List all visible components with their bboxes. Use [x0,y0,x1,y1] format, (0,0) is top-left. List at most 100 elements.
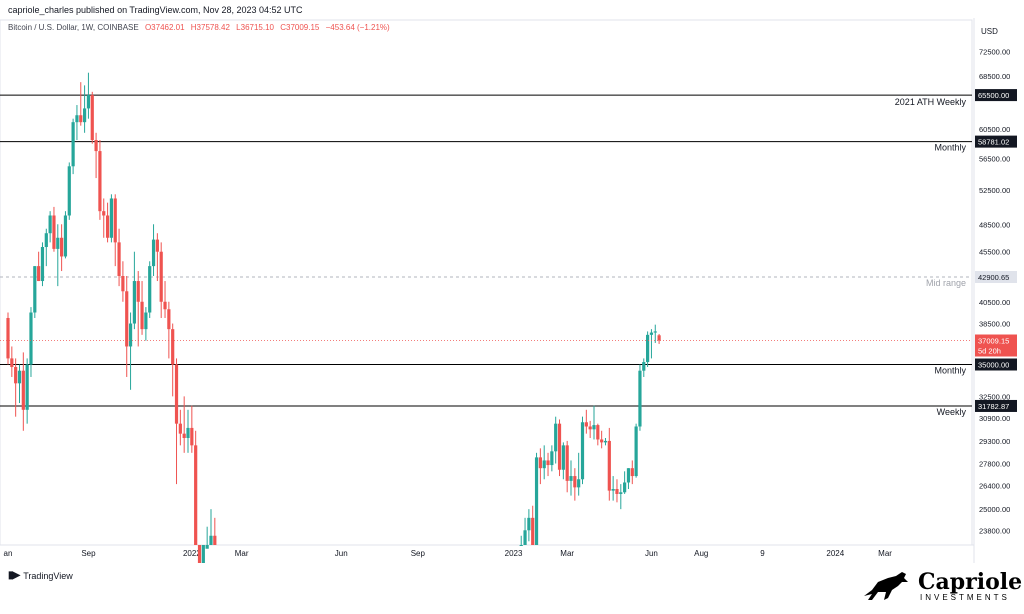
brand-subtitle: INVESTMENTS [920,592,1010,602]
level-price-tag: 65500.00 [978,91,1009,100]
candle-body [588,426,592,430]
x-tick-label: Sep [411,549,426,558]
tradingview-logo[interactable]: ▮▶ TradingView [8,570,73,581]
candle-body [56,237,60,249]
level-price-tag: 31782.87 [978,402,1009,411]
change-value: −453.64 (−1.21%) [325,23,390,32]
y-tick-label: 45500.00 [979,248,1010,257]
candle-body [205,545,209,549]
level-price-tag-bg [975,135,1017,148]
candle-body [67,166,71,216]
bull-icon [864,572,908,600]
y-tick-label: 25000.00 [979,505,1010,514]
level-price-tag-bg [975,358,1017,371]
candle-body [534,457,539,545]
candle-body [90,95,94,141]
last-price-tag-bg [975,334,1017,357]
candle-body [642,362,646,371]
candle-body [519,545,523,546]
level-note: Monthly [934,366,966,376]
y-tick-label: 38500.00 [979,320,1010,329]
candle-body [48,215,52,234]
candle-body [190,427,194,446]
candle-body [600,439,604,443]
candle-body [121,276,125,292]
y-tick-label: 27800.00 [979,460,1010,469]
candle-body [194,445,198,545]
tradingview-icon: ▮▶ [8,570,20,581]
y-tick-label: 30900.00 [979,414,1010,423]
candle-body [71,122,75,167]
candle-body [6,317,10,359]
level-price-tag: 58781.02 [978,138,1009,147]
candle-body [653,331,657,333]
candle-body [561,445,565,470]
x-tick-label: Aug [694,549,708,558]
candle-body [523,530,527,545]
y-tick-label: 40500.00 [979,298,1010,307]
candle-body [144,312,148,330]
x-tick-label: Mar [560,549,574,558]
candle-body [83,108,87,123]
capriole-brand: Capriole INVESTMENTS [862,570,1022,602]
candle-body [580,422,585,480]
candle-body [148,266,152,313]
candle-body [527,517,531,531]
x-tick-label: 9 [760,549,765,558]
level-note: 2021 ATH Weekly [895,97,967,107]
candle-body [619,492,623,494]
x-tick-label: Jun [335,549,348,558]
candle-body [86,95,91,109]
candle-body [37,266,41,282]
candle-body [538,457,542,469]
y-tick-label: 32500.00 [979,392,1010,401]
plot-frame [0,19,973,546]
level-price-tag-bg [975,271,1017,284]
candle-body [151,239,156,267]
y-tick-label: 60500.00 [979,125,1010,134]
candle-body [25,364,29,410]
candle-body [174,364,179,424]
candle-body [117,242,121,277]
level-price-tag-bg [975,89,1017,102]
candle-body [201,545,205,563]
candle-body [584,422,588,427]
candle-body [128,323,133,347]
candle-body [209,535,213,545]
currency-label: USD [981,27,998,36]
candle-body [546,460,550,466]
candle-body [573,476,577,488]
high-value: H37578.42 [190,23,230,32]
candle-body [630,468,634,477]
candle-body [550,451,554,466]
candle-body [17,370,22,384]
candle-body [638,370,642,427]
x-tick-label: Sep [81,549,96,558]
candle-body [569,476,573,481]
candle-body [29,312,33,365]
candle-body [163,301,167,310]
candle-body [167,309,171,330]
candle-body [603,440,608,443]
y-tick-label: 72500.00 [979,47,1010,56]
candle-body [657,335,661,341]
y-tick-label: 68500.00 [979,72,1010,81]
candle-body [105,215,110,238]
candle-body [136,281,140,302]
last-price-countdown: 5d 20h [978,347,1001,356]
price-chart[interactable]: USD 72500.00 68500.00 60500.00 56500.00 52500… [0,18,1024,563]
tradingview-label: TradingView [23,570,73,581]
candle-body [102,211,106,216]
open-value: O37462.01 [144,23,185,32]
candle-body [531,517,535,545]
candle-body [178,423,182,434]
candle-body [109,198,114,238]
candle-body [63,215,68,257]
candle-body [94,140,98,152]
candle-body [125,291,129,347]
candle-body [542,460,546,469]
level-note: Weekly [937,407,967,417]
candle-body [52,215,56,249]
candle-body [615,488,619,494]
y-tick-label: 26400.00 [979,482,1010,491]
